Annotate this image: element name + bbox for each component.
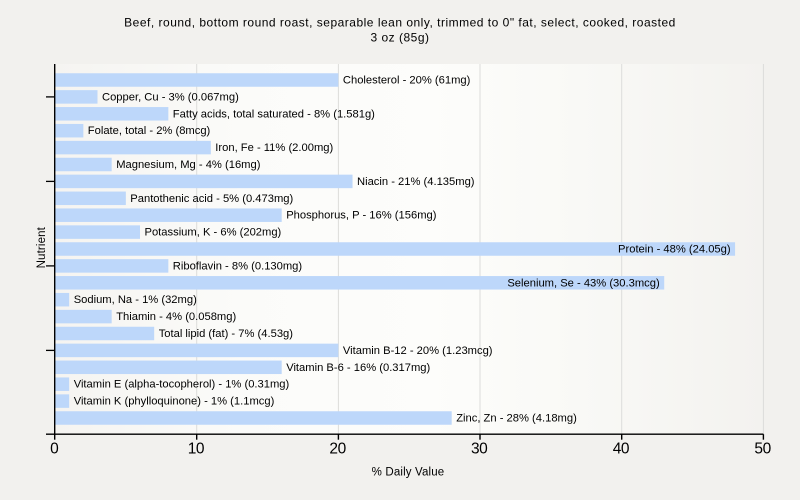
svg-text:Iron, Fe - 11% (2.00mg): Iron, Fe - 11% (2.00mg) — [215, 142, 333, 154]
svg-text:Total lipid (fat) - 7% (4.53g): Total lipid (fat) - 7% (4.53g) — [159, 328, 294, 340]
svg-text:Vitamin K (phylloquinone) - 1%: Vitamin K (phylloquinone) - 1% (1.1mcg) — [74, 396, 275, 408]
svg-text:Copper, Cu - 3% (0.067mg): Copper, Cu - 3% (0.067mg) — [102, 91, 239, 103]
svg-text:Beef, round, bottom round roas: Beef, round, bottom round roast, separab… — [124, 16, 676, 30]
svg-text:Vitamin B-12 - 20% (1.23mcg): Vitamin B-12 - 20% (1.23mcg) — [343, 345, 493, 357]
svg-text:3 oz (85g): 3 oz (85g) — [370, 31, 429, 45]
svg-text:Phosphorus, P - 16% (156mg): Phosphorus, P - 16% (156mg) — [286, 210, 437, 222]
svg-text:Zinc, Zn - 28% (4.18mg): Zinc, Zn - 28% (4.18mg) — [456, 413, 577, 425]
svg-text:Cholesterol - 20% (61mg): Cholesterol - 20% (61mg) — [343, 75, 471, 87]
svg-text:Magnesium, Mg - 4% (16mg): Magnesium, Mg - 4% (16mg) — [116, 159, 261, 171]
svg-text:Potassium, K - 6% (202mg): Potassium, K - 6% (202mg) — [145, 227, 282, 239]
svg-text:Protein - 48% (24.05g): Protein - 48% (24.05g) — [618, 244, 731, 256]
svg-text:40: 40 — [613, 441, 630, 458]
svg-text:30: 30 — [471, 441, 488, 458]
svg-text:Vitamin E (alpha-tocopherol) -: Vitamin E (alpha-tocopherol) - 1% (0.31m… — [74, 379, 290, 391]
svg-text:50: 50 — [754, 441, 771, 458]
svg-text:Folate, total - 2% (8mcg): Folate, total - 2% (8mcg) — [88, 125, 211, 137]
svg-text:Vitamin B-6 - 16% (0.317mg): Vitamin B-6 - 16% (0.317mg) — [286, 362, 430, 374]
svg-text:Selenium, Se - 43% (30.3mcg): Selenium, Se - 43% (30.3mcg) — [507, 277, 660, 289]
svg-text:Niacin - 21% (4.135mg): Niacin - 21% (4.135mg) — [357, 176, 475, 188]
svg-text:10: 10 — [188, 441, 205, 458]
svg-text:% Daily Value: % Daily Value — [372, 467, 445, 479]
svg-text:0: 0 — [50, 441, 59, 458]
svg-text:Riboflavin - 8% (0.130mg): Riboflavin - 8% (0.130mg) — [173, 260, 303, 272]
svg-text:Sodium, Na - 1% (32mg): Sodium, Na - 1% (32mg) — [74, 294, 197, 306]
svg-text:Thiamin - 4% (0.058mg): Thiamin - 4% (0.058mg) — [116, 311, 236, 323]
svg-text:Pantothenic acid - 5% (0.473mg: Pantothenic acid - 5% (0.473mg) — [130, 193, 293, 205]
svg-text:20: 20 — [329, 441, 346, 458]
svg-text:Nutrient: Nutrient — [36, 226, 48, 268]
svg-text:Fatty acids, total saturated -: Fatty acids, total saturated - 8% (1.581… — [173, 108, 375, 120]
